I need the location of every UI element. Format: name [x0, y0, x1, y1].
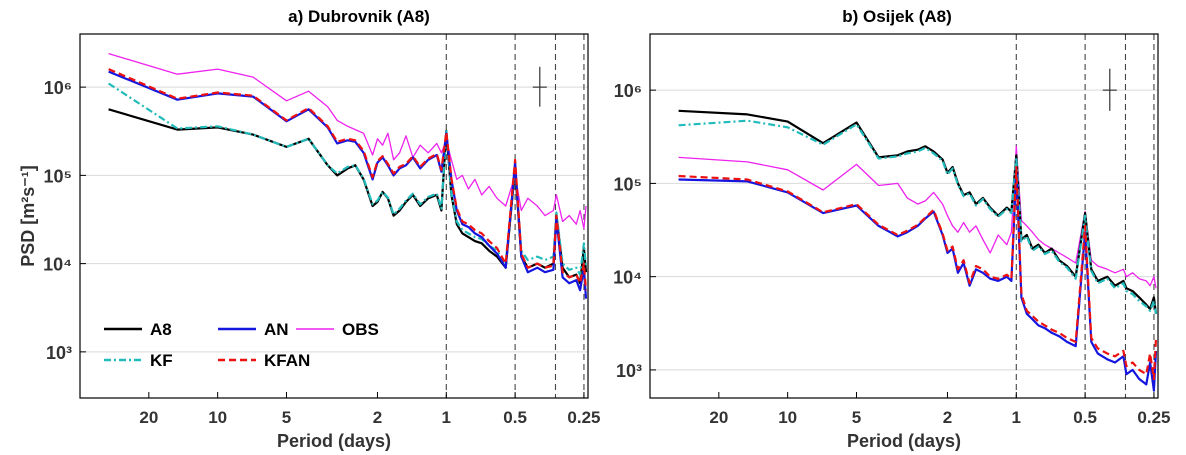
panel-b-xlabel: Period (days) — [847, 431, 961, 451]
panel-b-series-kfan — [678, 165, 1158, 381]
panel-a-xtick-label-1: 10 — [208, 408, 227, 427]
panel-a-xtick-label-4: 1 — [442, 408, 451, 427]
panel-b-xtick-label-2: 5 — [852, 408, 861, 427]
panel-b-xtick-label-5: 0.5 — [1073, 408, 1097, 427]
y-axis-label: PSD [m²s⁻¹] — [18, 165, 38, 267]
panel-b-xticks: 20 10 5 2 1 0.5 0.25 — [709, 392, 1170, 427]
panel-b-series-a8 — [678, 109, 1158, 314]
panel-b-series-an — [678, 168, 1158, 392]
panel-a-xtick-label-2: 5 — [282, 408, 291, 427]
panel-b-ytick-label-3: 10⁶ — [614, 81, 642, 101]
panel-a-series-kfan — [108, 68, 588, 291]
panel-b-grid — [650, 89, 1158, 371]
panel-a-ytick-label-3: 10⁶ — [44, 78, 72, 98]
panel-b-ytick-label-1: 10⁴ — [613, 268, 642, 288]
panel-a-grid — [80, 86, 588, 353]
panel-b-ytick-label-0: 10³ — [616, 361, 642, 381]
panel-b-errorbar — [1102, 68, 1117, 111]
legend-label-obs: OBS — [342, 320, 379, 339]
panel-b-xtick-label-4: 1 — [1012, 408, 1021, 427]
panel-b-title: b) Osijek (A8) — [842, 7, 952, 26]
panel-a-series-a8 — [108, 108, 588, 285]
panel-a-series-kf — [107, 82, 588, 276]
panel-a: a) Dubrovnik (A8) 20 10 5 2 1 0.5 0.25 10³10⁴1… — [18, 7, 600, 451]
legend: A8 AN OBS KF KFAN — [104, 320, 379, 370]
legend-label-a8: A8 — [150, 320, 172, 339]
panel-a-errorbar — [532, 66, 547, 107]
panel-a-vlines — [445, 34, 585, 398]
panel-a-xticks: 20 10 5 2 1 0.5 0.25 — [139, 392, 600, 427]
panel-a-ytick-label-1: 10⁴ — [43, 255, 72, 275]
panel-b-series — [678, 109, 1158, 392]
panel-a-xlabel: Period (days) — [277, 431, 391, 451]
panel-a-title: a) Dubrovnik (A8) — [288, 7, 430, 26]
panel-a-xtick-label-6: 0.25 — [567, 408, 600, 427]
panel-a-ytick-label-0: 10³ — [46, 343, 72, 363]
panel-a-yticks: 10³ 10⁴ 10⁵ 10⁶ — [43, 78, 86, 363]
legend-label-an: AN — [264, 320, 289, 339]
panel-b-axes-box — [649, 33, 1159, 399]
legend-label-kfan: KFAN — [264, 351, 310, 370]
panel-b: b) Osijek (A8) 20 10 5 2 1 0.5 0.25 10³10⁴10⁵1… — [613, 7, 1170, 451]
panel-b-xtick-label-0: 20 — [709, 408, 728, 427]
panel-b-xtick-label-6: 0.25 — [1137, 408, 1170, 427]
panel-a-xtick-label-5: 0.5 — [503, 408, 527, 427]
panel-a-series — [107, 52, 588, 299]
panel-b-yticks: 10³ 10⁴ 10⁵ 10⁶ — [613, 81, 656, 381]
legend-label-kf: KF — [150, 351, 173, 370]
panel-b-ytick-label-2: 10⁵ — [614, 174, 642, 194]
panel-a-xtick-label-0: 20 — [139, 408, 158, 427]
panel-a-axes-box — [79, 33, 589, 399]
panel-b-xtick-label-1: 10 — [778, 408, 797, 427]
panel-a-ytick-label-2: 10⁵ — [44, 166, 72, 186]
panel-a-xtick-label-3: 2 — [373, 408, 382, 427]
panel-b-xtick-label-3: 2 — [943, 408, 952, 427]
